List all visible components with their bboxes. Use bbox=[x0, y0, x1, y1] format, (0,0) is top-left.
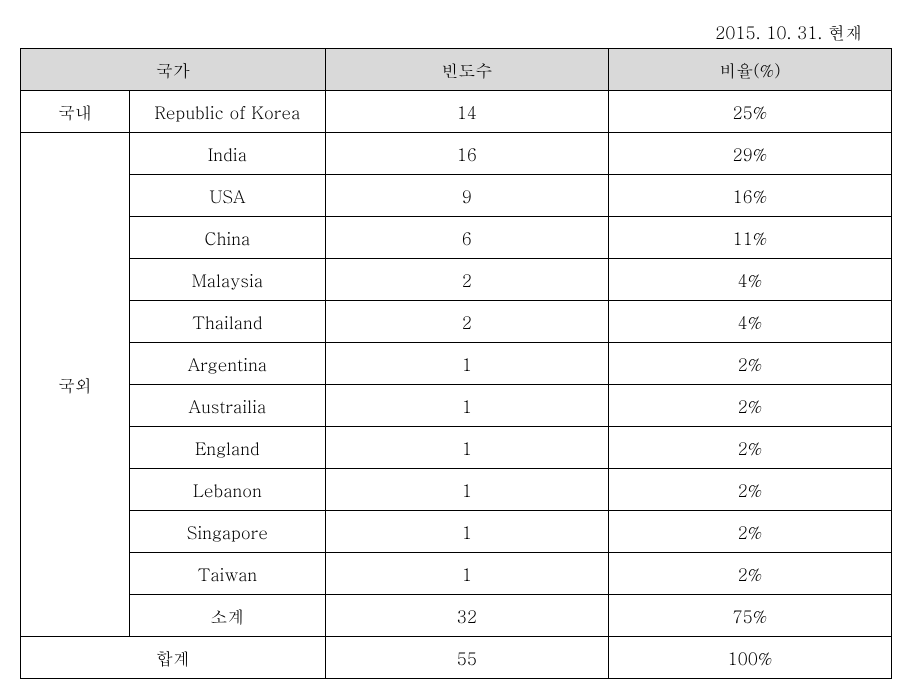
total-row: 합계 55 100% bbox=[21, 637, 892, 679]
table-row: 소계 32 75% bbox=[21, 595, 892, 637]
foreign-frequency: 1 bbox=[325, 385, 608, 427]
subtotal-frequency: 32 bbox=[325, 595, 608, 637]
total-frequency: 55 bbox=[325, 637, 608, 679]
foreign-country: Thailand bbox=[129, 301, 325, 343]
foreign-frequency: 1 bbox=[325, 469, 608, 511]
table-row: USA 9 16% bbox=[21, 175, 892, 217]
table-row: China 6 11% bbox=[21, 217, 892, 259]
foreign-frequency: 1 bbox=[325, 511, 608, 553]
domestic-frequency: 14 bbox=[325, 91, 608, 133]
subtotal-percent: 75% bbox=[608, 595, 891, 637]
foreign-country: China bbox=[129, 217, 325, 259]
data-table: 국가 빈도수 비율(%) 국내 Republic of Korea 14 25%… bbox=[20, 48, 892, 679]
foreign-frequency: 9 bbox=[325, 175, 608, 217]
table-row: Thailand 2 4% bbox=[21, 301, 892, 343]
foreign-frequency: 1 bbox=[325, 553, 608, 595]
foreign-country: USA bbox=[129, 175, 325, 217]
foreign-frequency: 1 bbox=[325, 343, 608, 385]
foreign-country: England bbox=[129, 427, 325, 469]
foreign-percent: 2% bbox=[608, 427, 891, 469]
foreign-country: Malaysia bbox=[129, 259, 325, 301]
foreign-country: Lebanon bbox=[129, 469, 325, 511]
header-frequency: 빈도수 bbox=[325, 49, 608, 91]
header-row: 국가 빈도수 비율(%) bbox=[21, 49, 892, 91]
header-country: 국가 bbox=[21, 49, 326, 91]
table-row: Lebanon 1 2% bbox=[21, 469, 892, 511]
subtotal-label: 소계 bbox=[129, 595, 325, 637]
table-row: Singapore 1 2% bbox=[21, 511, 892, 553]
table-row: Austrailia 1 2% bbox=[21, 385, 892, 427]
foreign-percent: 16% bbox=[608, 175, 891, 217]
total-label: 합계 bbox=[21, 637, 326, 679]
domestic-percent: 25% bbox=[608, 91, 891, 133]
foreign-percent: 2% bbox=[608, 469, 891, 511]
table-row: Malaysia 2 4% bbox=[21, 259, 892, 301]
foreign-frequency: 1 bbox=[325, 427, 608, 469]
foreign-country: Austrailia bbox=[129, 385, 325, 427]
header-percent: 비율(%) bbox=[608, 49, 891, 91]
total-percent: 100% bbox=[608, 637, 891, 679]
table-row: 국내 Republic of Korea 14 25% bbox=[21, 91, 892, 133]
foreign-country: India bbox=[129, 133, 325, 175]
foreign-country: Singapore bbox=[129, 511, 325, 553]
date-note: 2015. 10. 31. 현재 bbox=[20, 20, 892, 48]
table-row: Argentina 1 2% bbox=[21, 343, 892, 385]
foreign-percent: 29% bbox=[608, 133, 891, 175]
table-row: Taiwan 1 2% bbox=[21, 553, 892, 595]
domestic-category: 국내 bbox=[21, 91, 130, 133]
foreign-percent: 4% bbox=[608, 301, 891, 343]
foreign-percent: 2% bbox=[608, 343, 891, 385]
foreign-percent: 4% bbox=[608, 259, 891, 301]
foreign-percent: 2% bbox=[608, 511, 891, 553]
foreign-country: Taiwan bbox=[129, 553, 325, 595]
foreign-frequency: 6 bbox=[325, 217, 608, 259]
foreign-frequency: 2 bbox=[325, 301, 608, 343]
table-row: 국외 India 16 29% bbox=[21, 133, 892, 175]
foreign-percent: 11% bbox=[608, 217, 891, 259]
domestic-country: Republic of Korea bbox=[129, 91, 325, 133]
foreign-category: 국외 bbox=[21, 133, 130, 637]
table-row: England 1 2% bbox=[21, 427, 892, 469]
foreign-frequency: 2 bbox=[325, 259, 608, 301]
foreign-percent: 2% bbox=[608, 553, 891, 595]
foreign-percent: 2% bbox=[608, 385, 891, 427]
foreign-country: Argentina bbox=[129, 343, 325, 385]
foreign-frequency: 16 bbox=[325, 133, 608, 175]
